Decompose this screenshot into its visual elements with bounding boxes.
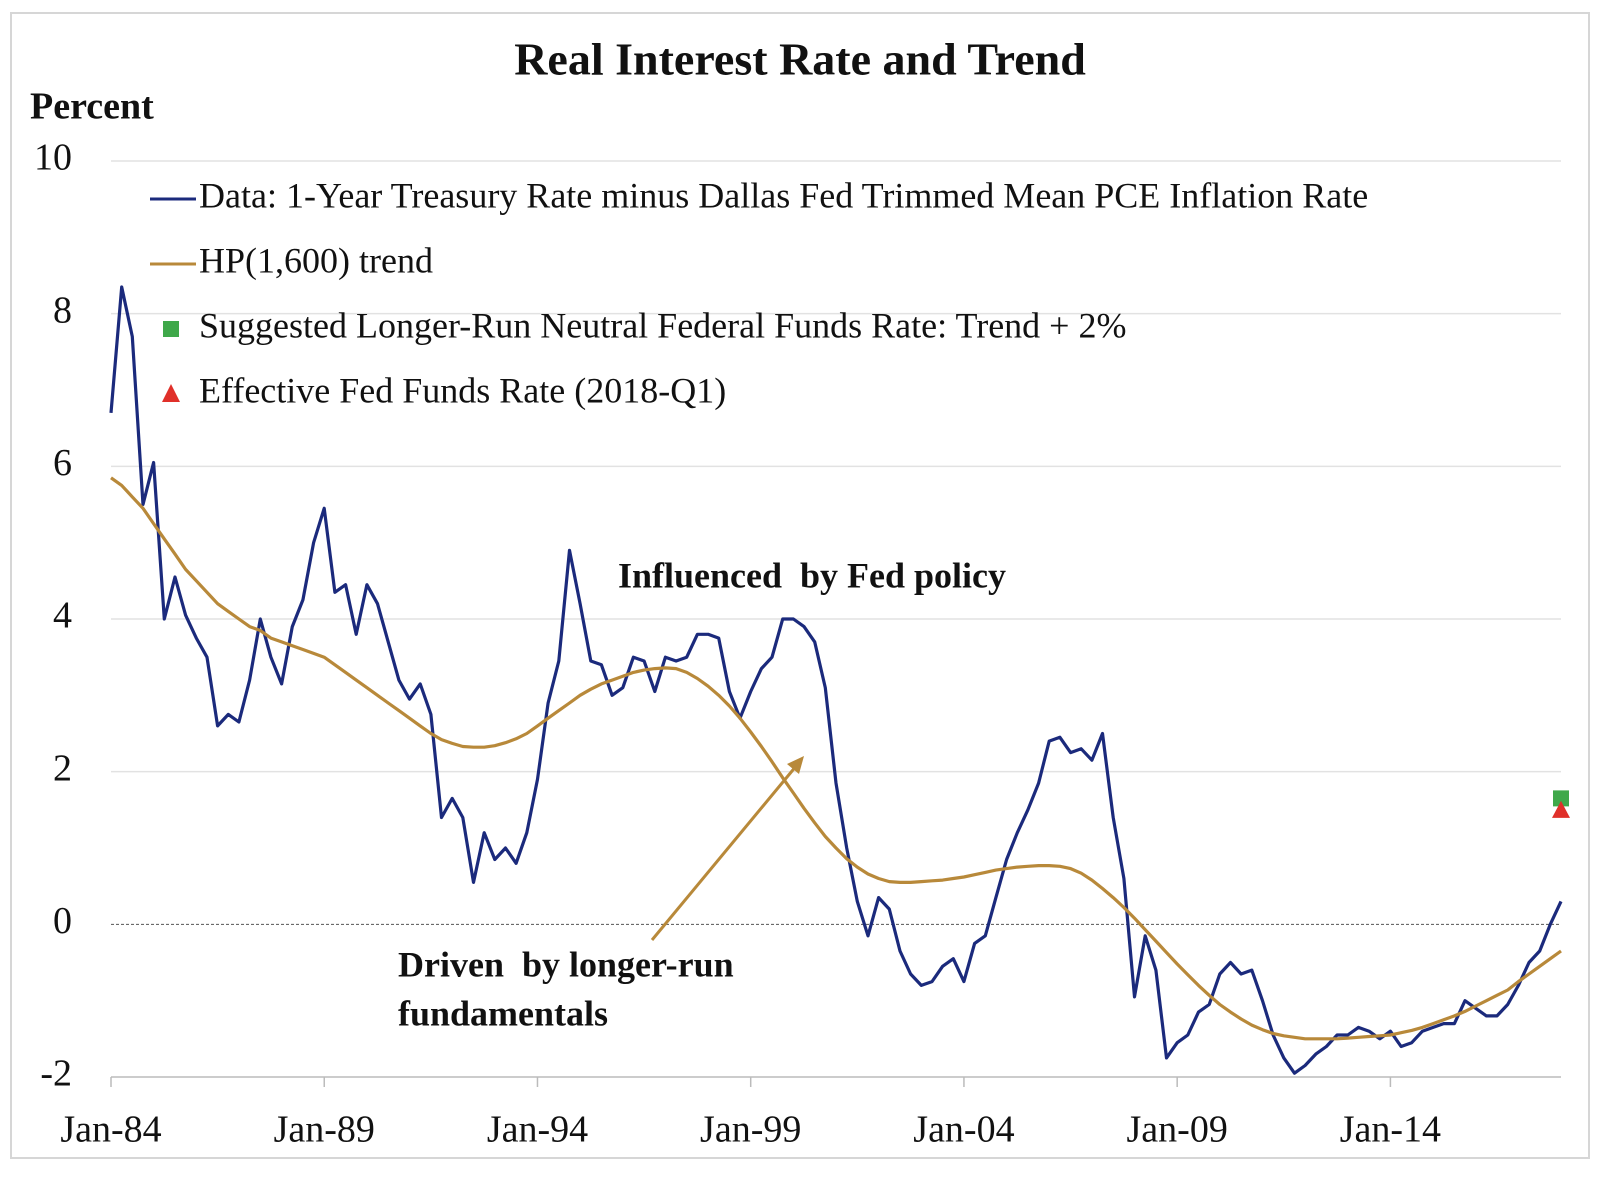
- annotation-arrow: [650, 764, 799, 941]
- x-tick-label: Jan-94: [487, 1109, 588, 1151]
- legend-label: Suggested Longer-Run Neutral Federal Fun…: [199, 305, 1126, 345]
- y-tick-label: 0: [53, 900, 72, 942]
- legend-label: Effective Fed Funds Rate (2018-Q1): [199, 370, 726, 410]
- y-tick-label: -2: [40, 1053, 72, 1095]
- annotation-arrowhead: [787, 756, 804, 774]
- y-tick-label: 6: [53, 442, 72, 484]
- y-tick-label: 10: [34, 137, 72, 179]
- x-tick-label: Jan-09: [1127, 1109, 1228, 1151]
- annotation: fundamentals: [398, 993, 608, 1033]
- triangle-marker: [1552, 800, 1570, 818]
- square-marker: [1553, 790, 1569, 807]
- y-axis-label: Percent: [30, 86, 154, 128]
- y-tick-label: 4: [53, 595, 72, 637]
- data-line: [109, 285, 1563, 1075]
- x-tick-label: Jan-84: [60, 1109, 161, 1151]
- legend-label: Data: 1-Year Treasury Rate minus Dallas …: [199, 175, 1368, 215]
- x-tick-label: Jan-89: [274, 1109, 375, 1151]
- chart-title: Real Interest Rate and Trend: [514, 34, 1086, 85]
- annotation: Influenced by Fed policy: [618, 555, 1006, 595]
- legend-swatch: [163, 321, 179, 337]
- legend-label: HP(1,600) trend: [199, 240, 433, 280]
- y-tick-label: 2: [53, 747, 72, 789]
- x-tick-label: Jan-99: [700, 1109, 801, 1151]
- annotation: Driven by longer-run: [398, 944, 734, 984]
- x-tick-label: Jan-14: [1340, 1109, 1441, 1151]
- chart-frame: [10, 12, 1590, 1159]
- legend-swatch: [162, 384, 180, 402]
- data-line: [110, 476, 1562, 1041]
- y-tick-label: 8: [53, 289, 72, 331]
- x-tick-label: Jan-04: [913, 1109, 1014, 1151]
